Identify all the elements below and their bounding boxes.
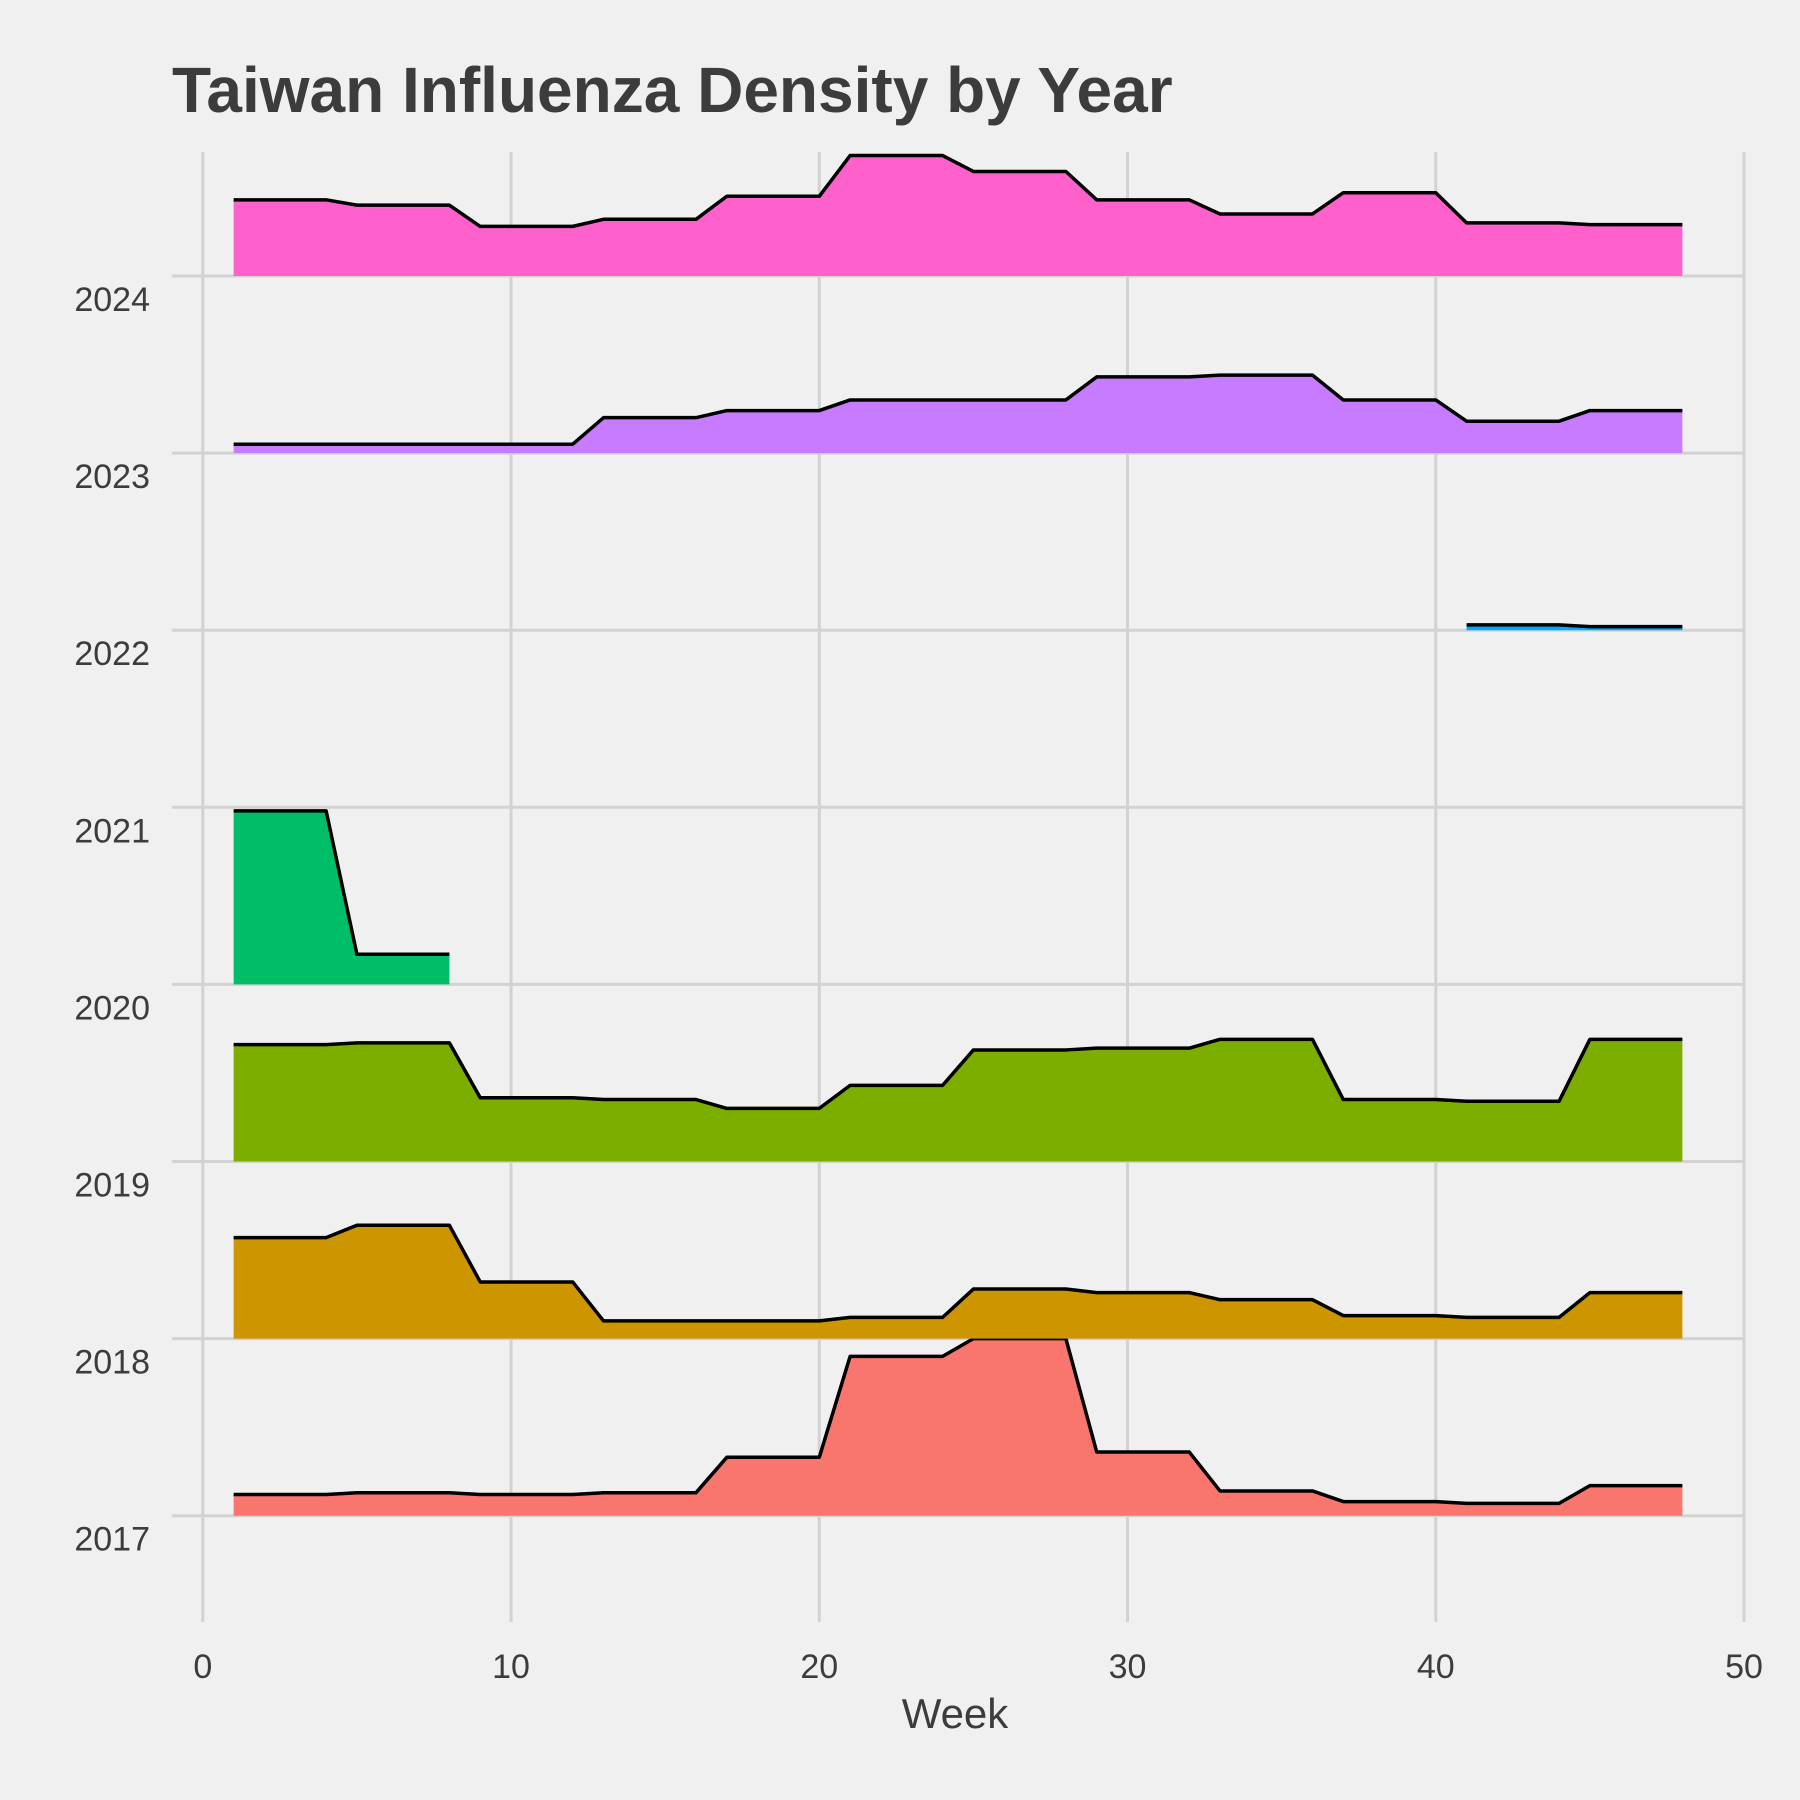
ridge-line-2024: [233, 153, 1683, 229]
x-tick-label: 30: [1109, 1648, 1147, 1686]
ridge-area-2024: [233, 155, 1683, 276]
ridge-line-2022: [1466, 623, 1683, 629]
y-tick-label: 2024: [74, 281, 150, 319]
ridge-area-2020: [233, 810, 450, 985]
y-tick-label: 2023: [74, 458, 150, 496]
y-tick-label: 2022: [74, 635, 150, 673]
x-tick-label: 50: [1725, 1648, 1763, 1686]
axis-ticks: 0 10 20 30 40 50 2017 2018 2019 2020 2021 2022 2023 2…: [74, 281, 1763, 1686]
ridgelines: [233, 153, 1683, 1516]
y-tick-label: 2019: [74, 1167, 150, 1205]
x-tick-label: 40: [1417, 1648, 1455, 1686]
y-tick-label: 2021: [74, 812, 150, 850]
y-tick-label: 2020: [74, 989, 150, 1027]
x-tick-label: 0: [193, 1648, 212, 1686]
ridge-line-2023: [233, 373, 1683, 446]
y-tick-label: 2018: [74, 1344, 150, 1382]
chart-title: Taiwan Influenza Density by Year: [172, 54, 1173, 126]
x-tick-label: 10: [492, 1648, 530, 1686]
ridge-area-2017: [233, 1338, 1683, 1516]
y-tick-label: 2017: [74, 1521, 150, 1559]
ridge-area-2018: [233, 1225, 1683, 1339]
ridge-line-2020: [233, 809, 450, 957]
ridge-line-2018: [233, 1223, 1683, 1323]
ridge-line-2019: [233, 1037, 1683, 1111]
x-tick-label: 20: [800, 1648, 838, 1686]
ridge-line-2017: [233, 1336, 1683, 1506]
ridge-area-2023: [233, 375, 1683, 454]
ridge-area-2019: [233, 1039, 1683, 1162]
x-axis-label: Week: [902, 1690, 1010, 1737]
